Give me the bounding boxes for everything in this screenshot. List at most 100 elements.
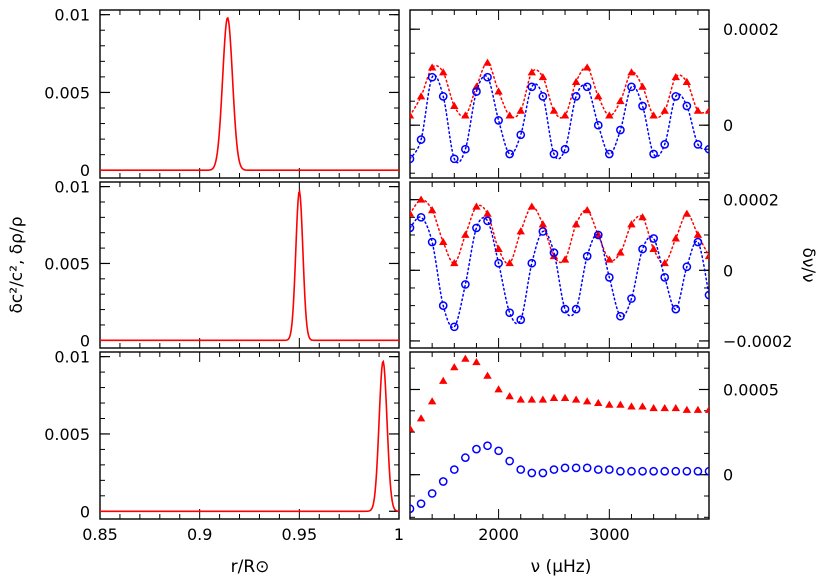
triangle-marker bbox=[483, 371, 492, 379]
triangle-marker bbox=[649, 244, 658, 253]
circle-marker bbox=[483, 72, 492, 82]
triangle-marker bbox=[549, 106, 559, 114]
circle-marker bbox=[461, 280, 470, 289]
triangle-marker bbox=[682, 405, 692, 413]
triangle-marker bbox=[416, 195, 426, 203]
triangle-marker bbox=[660, 259, 669, 267]
triangle-marker bbox=[516, 227, 525, 235]
right-y-tick-label: 0 bbox=[723, 466, 733, 485]
triangle-marker bbox=[693, 106, 703, 114]
circle-marker bbox=[438, 477, 448, 486]
right-panel-2-plot-area bbox=[410, 195, 709, 332]
left-panel-2-curve bbox=[100, 189, 399, 342]
circle-marker bbox=[438, 92, 448, 101]
circle-marker bbox=[660, 140, 670, 149]
left-y-tick-label: 0 bbox=[80, 331, 90, 350]
circle-marker bbox=[516, 465, 526, 474]
triangle-marker bbox=[638, 213, 647, 221]
circle-marker bbox=[449, 465, 459, 474]
circle-marker bbox=[660, 466, 670, 476]
triangle-marker bbox=[560, 255, 570, 263]
triangle-marker bbox=[605, 255, 614, 263]
triangle-marker bbox=[439, 376, 448, 384]
circle-marker bbox=[593, 465, 603, 474]
circle-marker bbox=[604, 149, 614, 159]
triangle-marker bbox=[549, 393, 559, 401]
circle-marker bbox=[410, 154, 415, 164]
right-panel-3-plot-area bbox=[410, 354, 709, 514]
triangle-marker bbox=[627, 68, 636, 76]
triangle-marker bbox=[605, 111, 614, 119]
circle-marker bbox=[549, 248, 559, 257]
left-y-tick-label: 0.005 bbox=[44, 254, 90, 273]
triangle-marker bbox=[505, 111, 514, 119]
right-x-tick-label: 3000 bbox=[589, 525, 630, 544]
circle-marker bbox=[604, 273, 614, 282]
circle-marker bbox=[527, 468, 537, 478]
triangle-marker bbox=[472, 202, 481, 210]
circle-marker bbox=[682, 101, 692, 111]
triangle-marker bbox=[671, 234, 680, 242]
left-panel-1-frame bbox=[99, 9, 400, 179]
left-y-tick-label: 0.01 bbox=[54, 6, 90, 25]
circle-marker bbox=[616, 466, 625, 476]
left-panel-3-curve bbox=[100, 359, 400, 513]
circle-marker bbox=[516, 315, 526, 325]
right-y-tick-label: 0 bbox=[723, 116, 733, 135]
left-panel-3-frame bbox=[99, 351, 400, 520]
left-y-tick-label: 0.005 bbox=[44, 83, 90, 102]
triangle-marker bbox=[616, 400, 625, 408]
triangle-marker bbox=[527, 68, 537, 76]
triangle-marker bbox=[682, 77, 692, 85]
triangle-marker bbox=[627, 220, 636, 228]
triangle-marker bbox=[527, 395, 537, 403]
triangle-marker bbox=[560, 111, 570, 119]
triangle-marker bbox=[638, 82, 647, 90]
circle-marker bbox=[682, 262, 692, 272]
triangle-marker bbox=[693, 405, 703, 413]
left-x-axis-label: r/R⊙ bbox=[231, 557, 270, 577]
right-y-tick-label: 0.0002 bbox=[723, 191, 779, 210]
triangle-marker bbox=[671, 73, 680, 81]
triangle-marker bbox=[649, 111, 658, 119]
circle-marker bbox=[571, 92, 581, 101]
circle-marker bbox=[582, 82, 592, 92]
left-y-axis-label: δc²/c², δρ/ρ bbox=[7, 217, 27, 314]
triangle-marker bbox=[483, 58, 492, 66]
circle-marker bbox=[704, 290, 709, 300]
circle-marker bbox=[593, 230, 603, 240]
triangle-marker bbox=[638, 402, 647, 410]
triangle-marker bbox=[605, 400, 614, 408]
circle-marker bbox=[604, 465, 614, 474]
circle-marker bbox=[560, 463, 570, 473]
triangle-marker bbox=[410, 111, 415, 119]
triangle-marker bbox=[527, 202, 537, 210]
triangle-marker bbox=[538, 395, 548, 403]
triangle-marker bbox=[439, 68, 448, 76]
triangle-marker bbox=[538, 73, 548, 81]
circle-marker bbox=[671, 92, 681, 101]
series-1-line bbox=[410, 62, 709, 119]
triangle-marker bbox=[494, 385, 503, 393]
circle-marker bbox=[461, 144, 470, 154]
circle-marker bbox=[693, 237, 703, 247]
circle-marker bbox=[527, 258, 537, 268]
circle-marker bbox=[671, 304, 681, 314]
triangle-marker bbox=[416, 92, 426, 100]
triangle-marker bbox=[660, 404, 669, 412]
left-y-tick-label: 0.005 bbox=[44, 425, 90, 444]
triangle-marker bbox=[427, 63, 437, 71]
circle-marker bbox=[416, 135, 426, 144]
right-x-tick-label: 2000 bbox=[478, 525, 519, 544]
triangle-marker bbox=[582, 63, 592, 71]
circle-marker bbox=[649, 234, 658, 243]
triangle-marker bbox=[439, 237, 448, 245]
circle-marker bbox=[704, 466, 709, 476]
circle-marker bbox=[472, 87, 481, 96]
circle-marker bbox=[638, 466, 647, 476]
circle-marker bbox=[616, 311, 625, 321]
left-x-tick-label: 0.95 bbox=[282, 525, 318, 544]
triangle-marker bbox=[450, 101, 459, 109]
circle-marker bbox=[461, 453, 470, 463]
circle-marker bbox=[427, 489, 437, 498]
